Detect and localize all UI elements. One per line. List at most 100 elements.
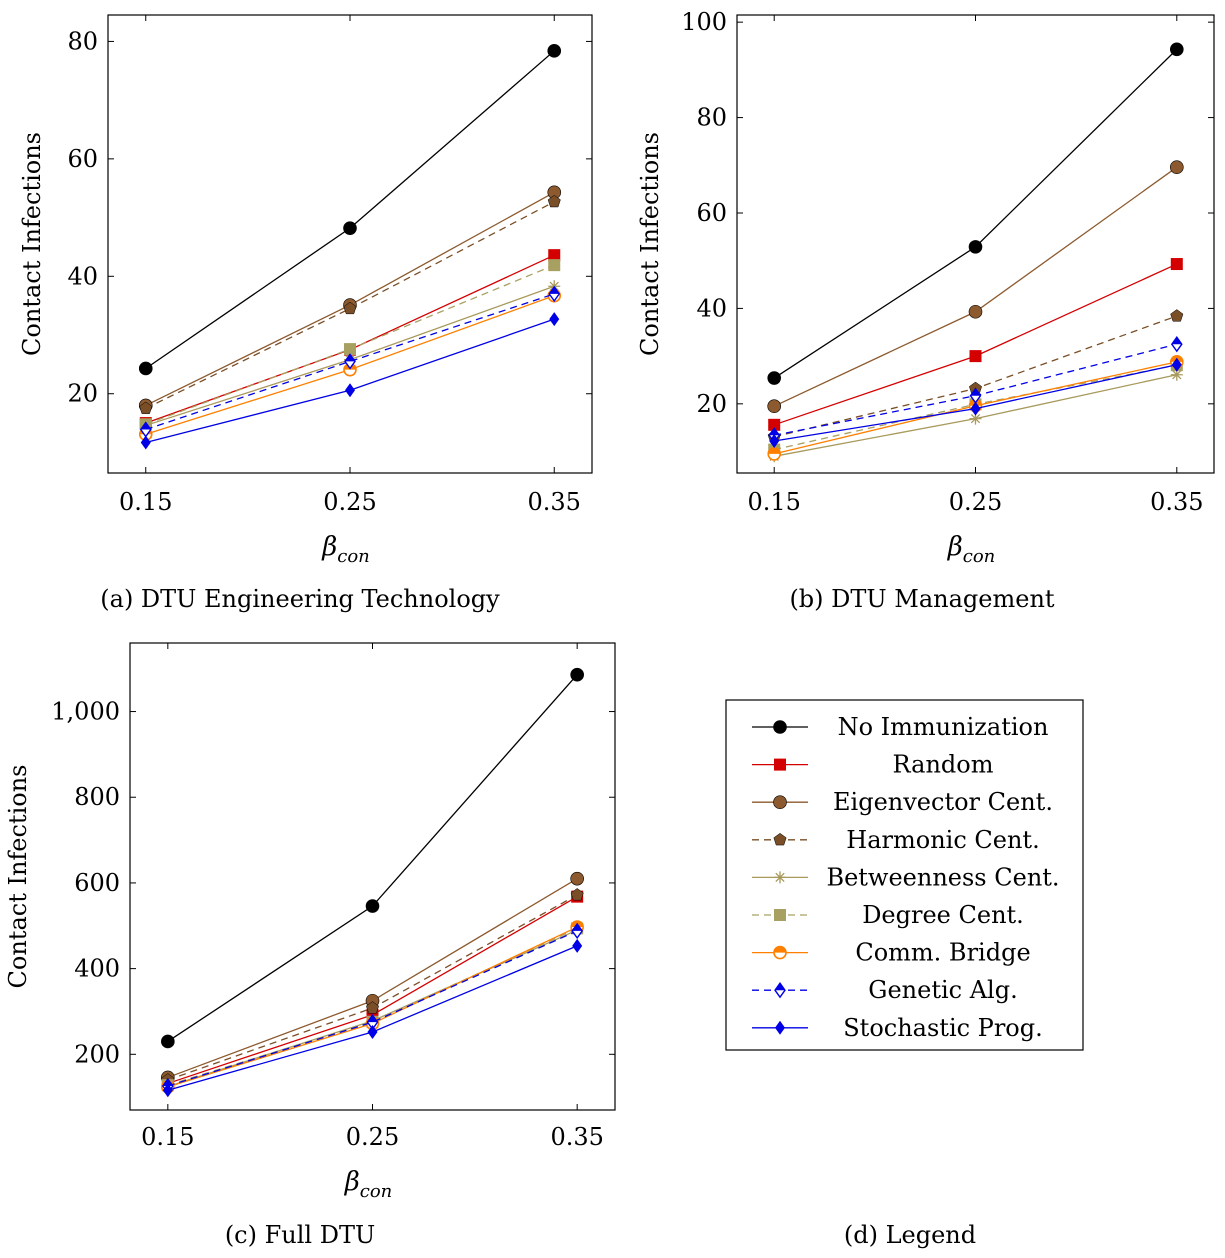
y-tick-label: 1,000	[51, 698, 120, 726]
series-no-immunization	[161, 667, 584, 1049]
y-tick-label: 200	[74, 1040, 120, 1068]
legend-entry-betweenness-cent: Betweenness Cent.	[752, 863, 1060, 891]
data-point	[769, 434, 780, 449]
data-point	[365, 899, 380, 913]
data-point	[549, 312, 560, 327]
chart-a: 20 40 60 80 0.15 0.25 0.35 βcon Contact Infectio…	[18, 14, 593, 567]
data-point	[345, 383, 355, 398]
data-point	[344, 353, 356, 370]
data-point	[1170, 258, 1183, 271]
data-point	[1170, 368, 1183, 381]
data-point	[343, 301, 357, 315]
y-tick-label: 100	[681, 8, 727, 36]
data-point	[367, 1025, 378, 1040]
series-line	[167, 930, 578, 1087]
data-point	[571, 922, 584, 940]
legend-marker	[773, 795, 787, 810]
series-line	[145, 201, 555, 409]
series-eigenvector-cent	[767, 160, 1184, 414]
data-point	[140, 435, 151, 450]
caption-d: (d) Legend	[844, 1221, 976, 1249]
data-point	[768, 418, 781, 431]
legend-marker	[775, 1020, 785, 1035]
data-point	[547, 194, 561, 208]
data-point	[343, 221, 357, 235]
x-tick-label: 0.35	[550, 1123, 603, 1151]
legend-entry-comm-bridge: Comm. Bridge	[752, 939, 1031, 967]
x-tick-label: 0.35	[1150, 488, 1203, 516]
legend-entry-stochastic-prog: Stochastic Prog.	[752, 1014, 1043, 1042]
data-point	[548, 249, 561, 262]
data-point	[1169, 42, 1184, 57]
y-tick-label: 20	[696, 390, 727, 418]
legend-box: No Immunization Random Eigenvector Cent. Ha…	[725, 699, 1084, 1051]
data-point	[570, 667, 584, 682]
data-point	[970, 401, 981, 416]
chart-c: 200 400 600 800 1,000 0.15 0.25 0.35 βcon Contact…	[4, 642, 616, 1202]
x-tick-label: 0.25	[949, 488, 1002, 516]
data-point	[968, 304, 983, 319]
series-line	[145, 318, 555, 444]
series-line	[167, 896, 578, 1085]
data-point	[1170, 309, 1184, 322]
y-axis-label: Contact Infections	[636, 132, 664, 356]
data-point	[1170, 335, 1183, 353]
legend-label: Harmonic Cent.	[846, 826, 1039, 854]
data-point	[969, 350, 982, 363]
y-tick-label: 80	[67, 27, 98, 55]
legend-label: Stochastic Prog.	[843, 1014, 1043, 1042]
data-point	[570, 871, 584, 886]
legend-label: No Immunization	[838, 713, 1049, 741]
y-tick-label: 40	[696, 294, 727, 322]
legend-entry-degree-cent: Degree Cent.	[752, 901, 1024, 929]
legend-marker	[774, 758, 786, 771]
y-tick-label: 80	[696, 104, 727, 132]
x-tick-label: 0.15	[119, 488, 172, 516]
x-tick-label: 0.25	[346, 1123, 399, 1151]
x-axis-label: βcon	[947, 532, 996, 567]
x-axis-label: βcon	[344, 1167, 393, 1202]
y-axis-label: Contact Infections	[4, 765, 32, 989]
chart-b: 20 40 60 80 100 0.15 0.25 0.35 βcon Contact Infec…	[636, 8, 1215, 567]
series-stochastic-prog	[140, 312, 560, 450]
series-line	[773, 48, 1178, 379]
data-point	[767, 399, 782, 414]
x-tick-label: 0.35	[528, 488, 581, 516]
caption-a: (a) DTU Engineering Technology	[100, 585, 500, 613]
series-line	[145, 254, 555, 424]
legend-label: Degree Cent.	[862, 901, 1024, 929]
y-tick-label: 400	[74, 955, 120, 983]
x-tick-label: 0.25	[323, 488, 376, 516]
x-tick-label: 0.15	[747, 488, 800, 516]
series-harmonic-cent	[139, 194, 561, 414]
data-point	[969, 412, 982, 425]
legend-marker	[773, 720, 787, 734]
y-tick-label: 20	[67, 380, 98, 408]
data-point	[767, 371, 782, 385]
data-point	[548, 259, 561, 272]
legend-marker	[774, 871, 786, 884]
series-random	[768, 258, 1183, 431]
data-point	[570, 888, 584, 901]
y-tick-label: 40	[67, 262, 98, 290]
legend-entry-harmonic-cent: Harmonic Cent.	[752, 826, 1040, 854]
y-tick-label: 60	[67, 145, 98, 173]
y-tick-label: 600	[74, 869, 120, 897]
y-axis-label: Contact Infections	[18, 132, 46, 356]
legend-entry-random: Random	[752, 751, 994, 779]
data-point	[547, 44, 562, 58]
data-point	[138, 361, 153, 376]
x-tick-label: 0.15	[141, 1123, 194, 1151]
legend-label: Genetic Alg.	[868, 976, 1017, 1004]
data-point	[366, 1013, 379, 1031]
data-point	[548, 285, 561, 303]
legend-entry-no-immunization: No Immunization	[752, 713, 1048, 741]
plot-frame	[129, 642, 616, 1111]
series-no-immunization	[767, 42, 1184, 385]
x-axis-label: βcon	[321, 532, 370, 567]
series-eigenvector-cent	[138, 185, 562, 413]
series-degree-cent	[139, 259, 561, 431]
data-point	[572, 938, 583, 953]
caption-b: (b) DTU Management	[789, 585, 1054, 613]
plot-frame	[107, 14, 593, 474]
